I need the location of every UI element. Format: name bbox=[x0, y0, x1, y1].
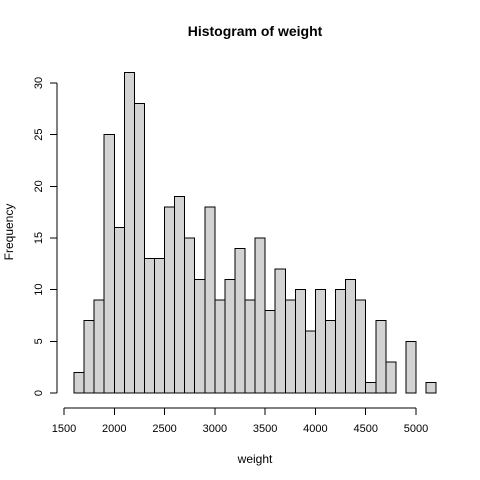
histogram-bar bbox=[335, 289, 347, 394]
histogram-bar bbox=[204, 206, 216, 394]
x-tick-label: 1500 bbox=[52, 423, 76, 435]
histogram-bar bbox=[365, 382, 377, 394]
histogram-bar bbox=[345, 278, 357, 394]
y-tick-label: 5 bbox=[33, 338, 45, 344]
histogram-bar bbox=[164, 206, 176, 394]
histogram-bar bbox=[93, 299, 105, 394]
x-tick-label: 4500 bbox=[353, 423, 377, 435]
histogram-bar bbox=[73, 371, 85, 394]
y-tick-label: 15 bbox=[33, 232, 45, 244]
x-tick-label: 4000 bbox=[303, 423, 327, 435]
histogram-bar bbox=[274, 268, 286, 394]
histogram-bar bbox=[314, 289, 326, 394]
histogram-bar bbox=[83, 320, 95, 394]
x-tick-label: 5000 bbox=[404, 423, 428, 435]
y-tick-label: 20 bbox=[33, 180, 45, 192]
histogram-bar bbox=[224, 278, 236, 394]
histogram-bar bbox=[405, 340, 417, 394]
histogram-bar bbox=[425, 382, 437, 394]
x-axis-label: weight bbox=[237, 452, 273, 466]
x-tick-label: 2000 bbox=[102, 423, 126, 435]
histogram-bar bbox=[103, 134, 115, 394]
histogram-bar bbox=[294, 289, 306, 394]
y-axis: 0 5 10 15 20 25 30 bbox=[33, 77, 58, 396]
histogram-bar bbox=[264, 309, 276, 394]
histogram-bar bbox=[244, 299, 256, 394]
histogram-bar bbox=[355, 299, 367, 394]
x-tick-label: 3500 bbox=[253, 423, 277, 435]
histogram-bar bbox=[174, 196, 186, 394]
histogram-bar bbox=[375, 320, 387, 394]
x-tick-label: 2500 bbox=[152, 423, 176, 435]
y-tick-label: 30 bbox=[33, 77, 45, 89]
histogram-bar bbox=[154, 258, 166, 394]
histogram-bar bbox=[324, 320, 337, 394]
histogram-bar bbox=[284, 299, 296, 394]
y-tick-label: 0 bbox=[33, 390, 45, 396]
histogram-bar bbox=[254, 237, 266, 394]
histogram-bar bbox=[184, 237, 196, 394]
histogram-bar bbox=[123, 72, 135, 394]
x-axis: 1500 2000 2500 3000 3500 4000 4500 5000 bbox=[52, 407, 428, 435]
bars-group bbox=[73, 72, 437, 394]
y-tick-label: 10 bbox=[33, 284, 45, 296]
y-tick-label: 25 bbox=[33, 129, 45, 141]
histogram-bar bbox=[133, 103, 145, 394]
histogram-bar bbox=[304, 330, 316, 394]
histogram-bar bbox=[214, 299, 226, 394]
x-tick-label: 3000 bbox=[203, 423, 227, 435]
histogram-bar bbox=[234, 247, 246, 394]
histogram-bar bbox=[194, 278, 206, 394]
histogram-bar bbox=[385, 361, 397, 394]
chart-title: Histogram of weight bbox=[188, 23, 323, 39]
histogram-bar bbox=[143, 258, 156, 394]
y-axis-label: Frequency bbox=[2, 204, 16, 261]
histogram-bar bbox=[113, 227, 125, 394]
